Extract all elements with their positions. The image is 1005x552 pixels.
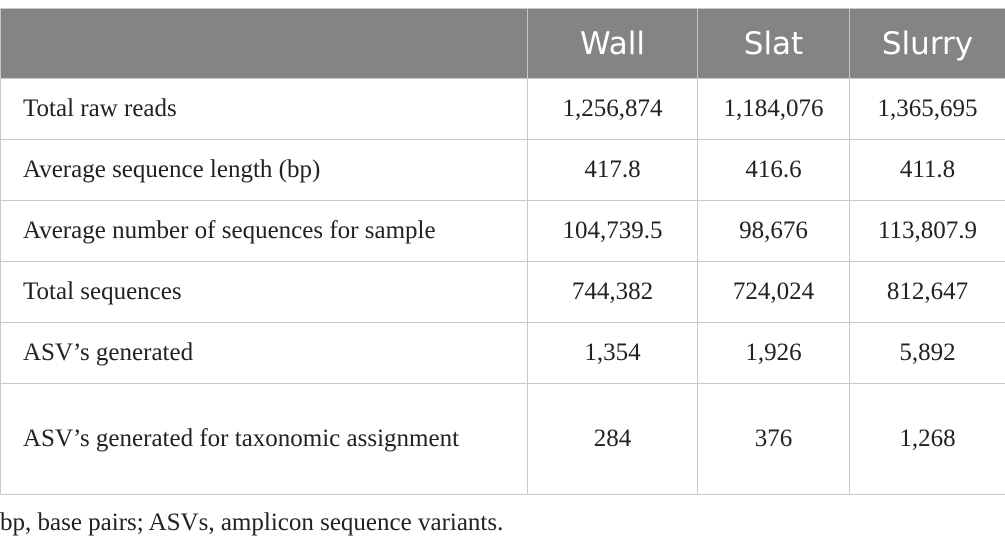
header-cell: Slurry xyxy=(849,8,1005,79)
footnote: bp, base pairs; ASVs, amplicon sequence … xyxy=(0,509,504,536)
cell: 5,892 xyxy=(849,322,1005,384)
row-label: Average sequence length (bp) xyxy=(0,139,528,201)
cell: 411.8 xyxy=(849,139,1005,201)
cell: 113,807.9 xyxy=(849,200,1005,262)
table-row: Average number of sequences for sample 10… xyxy=(0,200,1005,262)
cell: 812,647 xyxy=(849,261,1005,323)
table-row: ASV’s generated for taxonomic assignment… xyxy=(0,383,1005,495)
data-table: Wall Slat Slurry Total raw reads 1,256,874 1… xyxy=(0,8,1005,495)
cell: 1,256,874 xyxy=(527,78,698,140)
row-label: Average number of sequences for sample xyxy=(0,200,528,262)
cell: 1,926 xyxy=(697,322,850,384)
table-row: Total raw reads 1,256,874 1,184,076 1,365,6… xyxy=(0,78,1005,140)
header-row: Wall Slat Slurry xyxy=(0,8,1005,79)
cell: 376 xyxy=(697,383,850,495)
row-label: Total sequences xyxy=(0,261,528,323)
cell: 724,024 xyxy=(697,261,850,323)
header-cell: Wall xyxy=(527,8,698,79)
header-cell xyxy=(0,8,528,79)
header-cell: Slat xyxy=(697,8,850,79)
row-label: ASV’s generated for taxonomic assignment xyxy=(0,383,528,495)
table-row: Total sequences 744,382 724,024 812,647 xyxy=(0,261,1005,323)
cell: 744,382 xyxy=(527,261,698,323)
cell: 1,365,695 xyxy=(849,78,1005,140)
cell: 417.8 xyxy=(527,139,698,201)
table-row: Average sequence length (bp) 417.8 416.6 41… xyxy=(0,139,1005,201)
table-row: ASV’s generated 1,354 1,926 5,892 xyxy=(0,322,1005,384)
cell: 1,354 xyxy=(527,322,698,384)
table-body: Total raw reads 1,256,874 1,184,076 1,365,6… xyxy=(0,78,1005,495)
cell: 416.6 xyxy=(697,139,850,201)
cell: 98,676 xyxy=(697,200,850,262)
cell: 284 xyxy=(527,383,698,495)
cell: 1,268 xyxy=(849,383,1005,495)
cell: 1,184,076 xyxy=(697,78,850,140)
cell: 104,739.5 xyxy=(527,200,698,262)
row-label: ASV’s generated xyxy=(0,322,528,384)
row-label: Total raw reads xyxy=(0,78,528,140)
